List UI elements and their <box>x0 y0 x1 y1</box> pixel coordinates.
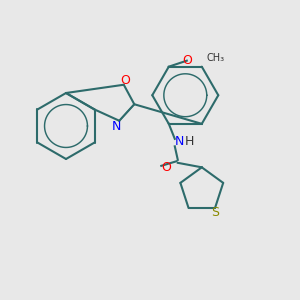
Text: H: H <box>185 135 194 148</box>
Text: O: O <box>120 74 130 87</box>
Text: N: N <box>175 135 184 148</box>
Text: CH₃: CH₃ <box>206 53 224 63</box>
Text: O: O <box>182 54 192 67</box>
Text: S: S <box>211 206 219 219</box>
Text: O: O <box>161 161 171 174</box>
Text: N: N <box>112 120 121 133</box>
